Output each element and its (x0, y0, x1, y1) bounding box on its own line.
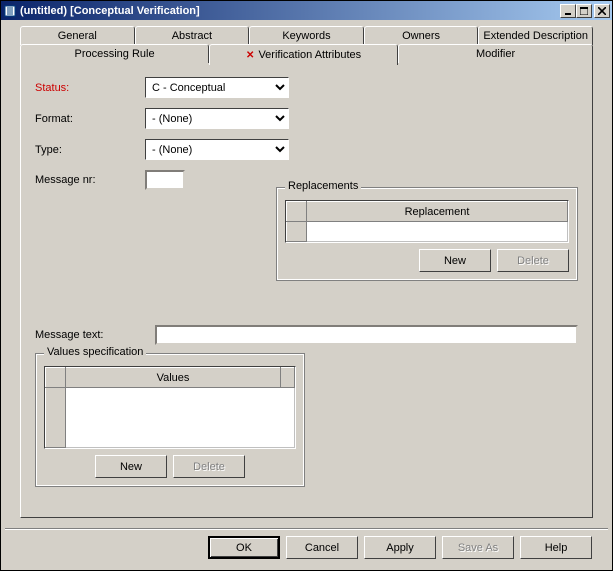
values-spec-group: Values specification Values (35, 353, 305, 487)
tab-owners[interactable]: Owners (364, 26, 479, 45)
message-nr-label: Message nr: (35, 174, 145, 186)
tab-modifier[interactable]: Modifier (398, 44, 593, 63)
values-spec-title: Values specification (44, 346, 146, 358)
replacements-buttons: New Delete (285, 249, 569, 272)
minimize-button[interactable] (560, 4, 576, 18)
content-area: General Abstract Keywords Owners Extende… (1, 20, 612, 570)
message-text-input[interactable] (155, 325, 578, 345)
tab-label: Verification Attributes (258, 49, 361, 61)
cancel-button[interactable]: Cancel (286, 536, 358, 559)
values-buttons: New Delete (44, 455, 296, 478)
tab-panel-verification: Status: C - Conceptual Format: - (None) … (20, 62, 593, 518)
table-header-row: Replacement (287, 202, 568, 222)
table-row[interactable] (287, 222, 568, 242)
replacement-column-header: Replacement (307, 202, 568, 222)
help-button[interactable]: Help (520, 536, 592, 559)
table-corner (287, 202, 307, 222)
tab-label: Owners (402, 30, 440, 42)
tab-label: Modifier (476, 48, 515, 60)
replacements-title: Replacements (285, 180, 361, 192)
maximize-button[interactable] (576, 4, 592, 18)
replacements-new-button[interactable]: New (419, 249, 491, 272)
app-icon (3, 4, 17, 18)
tab-label: Keywords (282, 30, 330, 42)
row-message-text: Message text: (35, 325, 578, 345)
tab-row-top: General Abstract Keywords Owners Extende… (20, 26, 593, 45)
tab-processing-rule[interactable]: Processing Rule (20, 44, 209, 63)
save-as-button[interactable]: Save As (442, 536, 514, 559)
row-header (287, 222, 307, 242)
values-delete-button[interactable]: Delete (173, 455, 245, 478)
table-corner-right (281, 368, 295, 388)
replacements-table[interactable]: Replacement (286, 201, 568, 242)
values-table-wrap: Values (44, 366, 296, 449)
message-nr-input[interactable] (145, 170, 185, 190)
apply-button[interactable]: Apply (364, 536, 436, 559)
values-column-header: Values (66, 368, 281, 388)
row-status: Status: C - Conceptual (35, 77, 578, 98)
message-text-label: Message text: (35, 329, 155, 341)
row-format: Format: - (None) (35, 108, 578, 129)
table-row[interactable] (46, 388, 295, 448)
format-label: Format: (35, 113, 145, 125)
tab-container: General Abstract Keywords Owners Extende… (5, 24, 608, 528)
window-root: (untitled) [Conceptual Verification] Gen… (0, 0, 613, 571)
tab-extended-description[interactable]: Extended Description (478, 26, 593, 45)
tab-label: Processing Rule (74, 48, 154, 60)
replacements-delete-button[interactable]: Delete (497, 249, 569, 272)
tab-keywords[interactable]: Keywords (249, 26, 364, 45)
type-combo[interactable]: - (None) (145, 139, 289, 160)
row-type: Type: - (None) (35, 139, 578, 160)
titlebar: (untitled) [Conceptual Verification] (1, 1, 612, 20)
values-new-button[interactable]: New (95, 455, 167, 478)
window-title: (untitled) [Conceptual Verification] (20, 5, 560, 17)
tab-label: General (58, 30, 97, 42)
values-cell[interactable] (66, 388, 295, 448)
titlebar-buttons (560, 4, 610, 18)
tab-row-bottom: Processing Rule ✕ Verification Attribute… (20, 44, 593, 65)
tab-verification-attributes[interactable]: ✕ Verification Attributes (209, 44, 398, 65)
ok-button[interactable]: OK (208, 536, 280, 559)
format-combo[interactable]: - (None) (145, 108, 289, 129)
status-label: Status: (35, 82, 145, 94)
values-table[interactable]: Values (45, 367, 295, 448)
status-combo[interactable]: C - Conceptual (145, 77, 289, 98)
table-header-row: Values (46, 368, 295, 388)
tab-label: Extended Description (483, 30, 588, 42)
invalid-icon: ✕ (246, 50, 254, 61)
close-button[interactable] (594, 4, 610, 18)
tab-general[interactable]: General (20, 26, 135, 45)
tab-abstract[interactable]: Abstract (135, 26, 250, 45)
tab-label: Abstract (172, 30, 212, 42)
row-header (46, 388, 66, 448)
type-label: Type: (35, 144, 145, 156)
replacements-group: Replacements Replacement (276, 187, 578, 281)
replacements-table-wrap: Replacement (285, 200, 569, 243)
replacement-cell[interactable] (307, 222, 568, 242)
table-corner (46, 368, 66, 388)
dialog-button-bar: OK Cancel Apply Save As Help (5, 528, 608, 566)
